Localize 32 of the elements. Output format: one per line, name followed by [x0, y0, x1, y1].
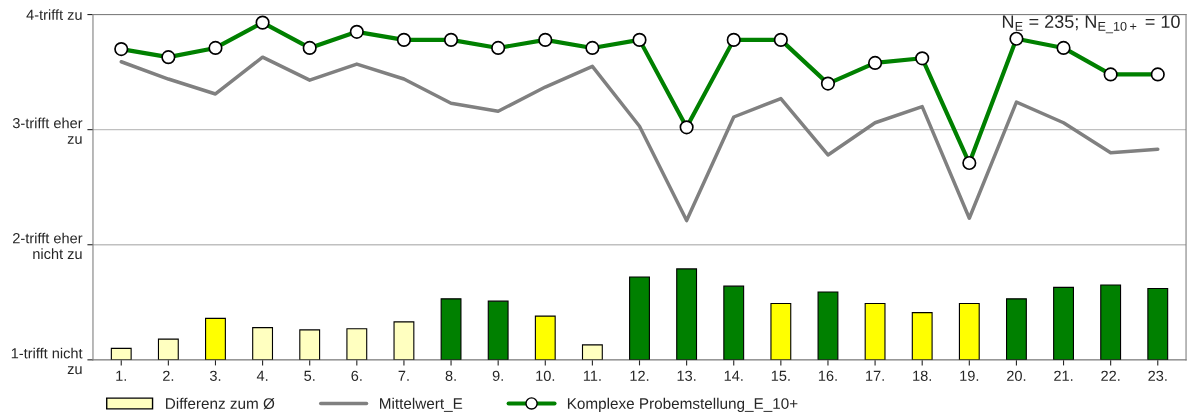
x-tick-label: 10. — [536, 370, 555, 381]
y-tick-label: 4-trifft zu — [26, 9, 82, 20]
x-tick-label: 11. — [583, 370, 601, 381]
x-tick-label: 13. — [677, 370, 696, 381]
x-tick-label: 12. — [630, 370, 649, 381]
y-tick-label: 1-trifft nicht zu — [11, 347, 83, 375]
y-tick-label: 3-trifft eher zu — [12, 117, 83, 144]
x-tick-label: 22. — [1101, 370, 1120, 381]
x-tick-label: 2. — [163, 370, 174, 381]
x-tick-label: 9. — [492, 370, 503, 381]
x-tick-label: 7. — [398, 370, 409, 381]
legend-label: Mittelwert_E — [380, 397, 463, 412]
legend-label: Differenz zum Ø — [166, 397, 275, 410]
x-tick-label: 6. — [351, 370, 362, 381]
x-tick-label: 14. — [724, 370, 743, 381]
line-series — [119, 55, 1160, 223]
x-tick-label: 16. — [818, 370, 837, 381]
x-tick-label: 5. — [304, 370, 315, 381]
x-tick-label: 19. — [960, 370, 979, 381]
x-tick-label: 3. — [209, 370, 221, 381]
annotation: N$_{E}$ = 235; N$_{E_10+}$ = 10 — [1002, 15, 1180, 34]
x-tick-label: 15. — [771, 370, 790, 381]
x-tick-label: 4. — [256, 370, 268, 381]
x-tick-label: 23. — [1148, 370, 1167, 381]
x-tick-label: 18. — [913, 370, 931, 381]
x-tick-label: 8. — [445, 370, 456, 381]
x-tick-label: 20. — [1007, 370, 1026, 381]
x-tick-label: 1. — [116, 370, 126, 381]
y-tick-label: 2-trifft eher nicht zu — [13, 232, 83, 260]
legend-label: Komplexe Probemstellung_E_10+ — [567, 397, 798, 412]
x-tick-label: 21. — [1054, 370, 1073, 381]
x-tick-label: 17. — [866, 370, 884, 381]
